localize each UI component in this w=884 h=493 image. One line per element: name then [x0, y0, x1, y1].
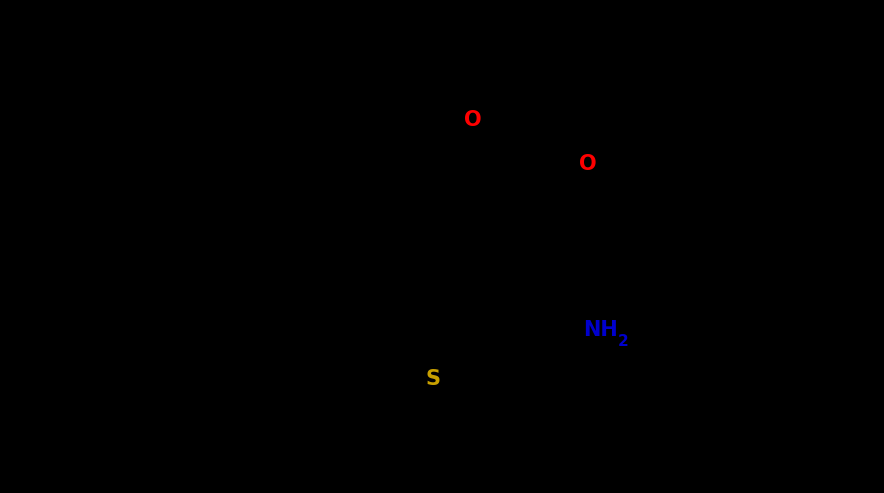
Text: 2: 2 [618, 334, 629, 350]
Text: O: O [463, 110, 481, 130]
Text: NH: NH [583, 319, 618, 340]
Text: O: O [579, 154, 597, 175]
Text: S: S [426, 369, 441, 388]
